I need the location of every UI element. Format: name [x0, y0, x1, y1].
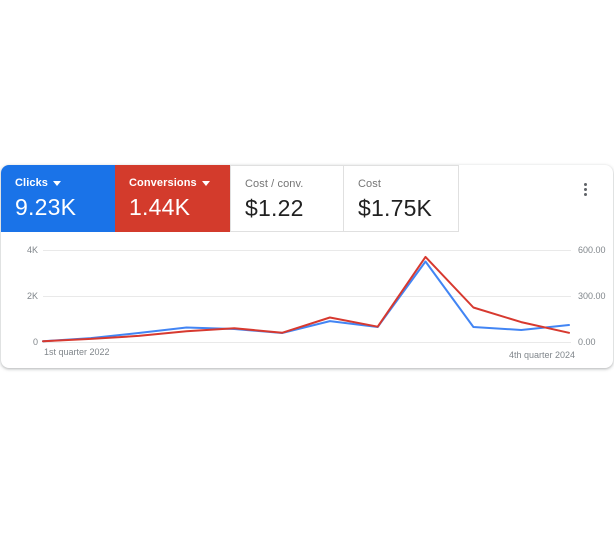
x-axis-label-last: 4th quarter 2024 — [508, 350, 575, 360]
scorecard-conversions-label[interactable]: Conversions — [129, 177, 230, 189]
scorecard-conversions-value: 1.44K — [129, 194, 191, 220]
clicks-line — [42, 260, 570, 343]
x-axis-label-first: 1st quarter 2022 — [44, 347, 110, 357]
scorecard-conversions[interactable]: Conversions 1.44K — [115, 165, 230, 232]
dropdown-arrow-icon — [53, 181, 62, 186]
right-axis-tick-300: 300.00 — [578, 291, 606, 301]
scorecard-cost-per-conv-value: $1.22 — [245, 195, 304, 221]
chart-lines — [42, 255, 570, 343]
scorecard-cost-per-conv-label: Cost / conv. — [245, 178, 343, 190]
dropdown-arrow-icon — [201, 181, 210, 186]
scorecard-cost-value: $1.75K — [358, 195, 433, 221]
scorecard-clicks[interactable]: Clicks 9.23K — [1, 165, 115, 232]
left-axis-tick-0: 0 — [32, 337, 38, 347]
left-axis-tick-2k: 2K — [26, 291, 38, 301]
scorecard-clicks-value: 9.23K — [15, 194, 77, 220]
left-axis-tick-4k: 4K — [26, 245, 38, 255]
scorecard-label-text: Cost / conv. — [245, 178, 304, 190]
gridline-middle — [43, 296, 571, 297]
scorecard-label-text: Conversions — [129, 177, 197, 189]
performance-overview-card: Clicks 9.23K Conversions 1.44K Cost / co… — [1, 165, 613, 368]
gridline-baseline — [43, 342, 571, 343]
scorecard-label-text: Cost — [358, 178, 382, 190]
scorecard-cost[interactable]: Cost $1.75K — [344, 165, 459, 232]
scorecard-cost-label: Cost — [358, 178, 458, 190]
metric-scorecards: Clicks 9.23K Conversions 1.44K Cost / co… — [1, 165, 459, 232]
scorecard-label-text: Clicks — [15, 177, 49, 189]
right-axis-tick-0: 0.00 — [578, 337, 596, 347]
scorecard-clicks-label[interactable]: Clicks — [15, 177, 115, 189]
scorecard-cost-per-conv[interactable]: Cost / conv. $1.22 — [230, 165, 344, 232]
kebab-menu-icon[interactable] — [578, 179, 592, 199]
right-axis-tick-600: 600.00 — [578, 245, 606, 255]
conversions-line — [42, 255, 570, 343]
timeseries-chart: 4K 2K 0 600.00 300.00 0.00 1st quarter 2… — [1, 232, 613, 368]
gridline-top — [43, 250, 571, 251]
